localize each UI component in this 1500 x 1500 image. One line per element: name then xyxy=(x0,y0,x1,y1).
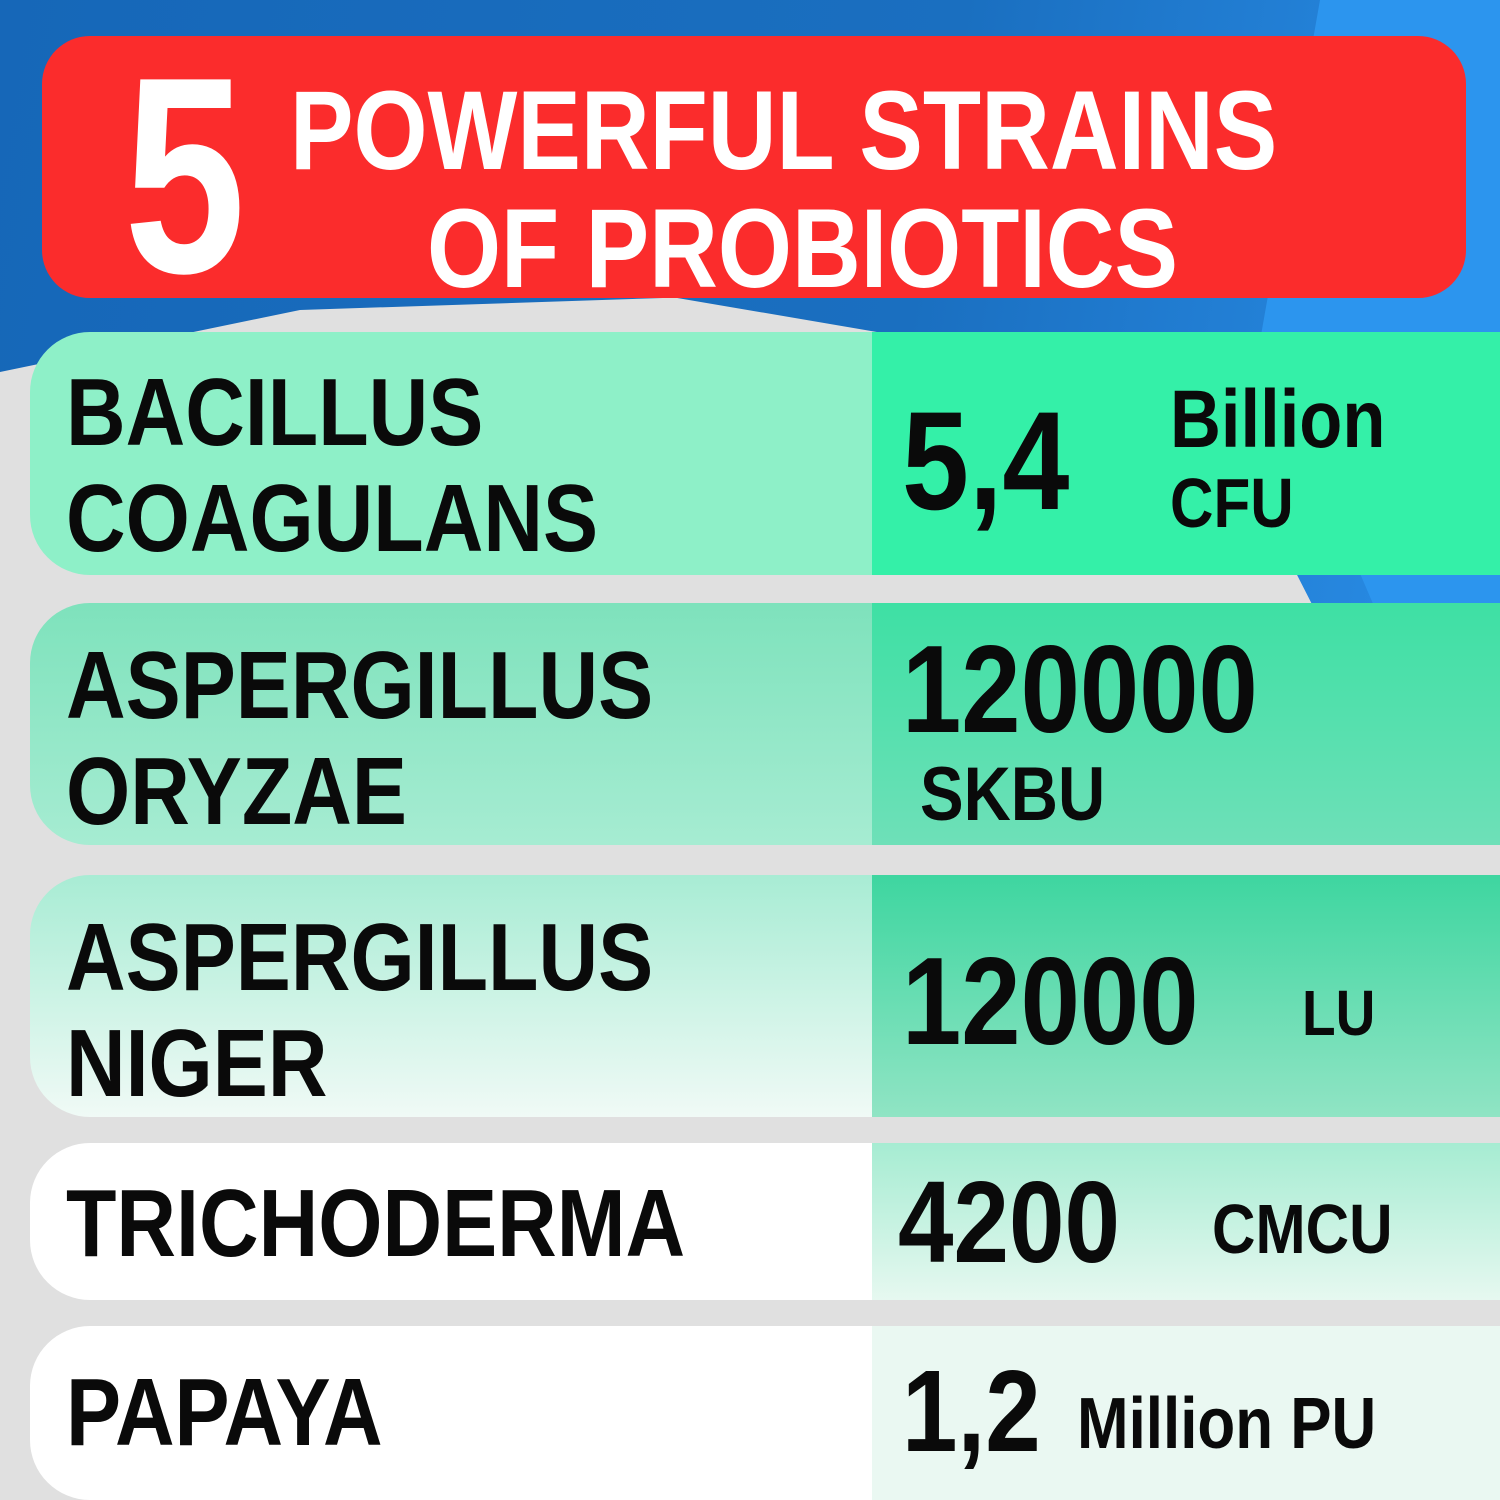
strain-amount: 1,2 xyxy=(902,1346,1041,1476)
strain-row-aspergillus-niger: ASPERGILLUS NIGER 12000 LU xyxy=(30,875,1500,1117)
strain-row-trichoderma: TRICHODERMA 4200 CMCU xyxy=(30,1143,1500,1300)
strain-row-aspergillus-oryzae: ASPERGILLUS ORYZAE 120000 SKBU xyxy=(30,603,1500,845)
strain-name: ASPERGILLUS NIGER xyxy=(66,904,654,1117)
strain-name: TRICHODERMA xyxy=(66,1170,686,1277)
title-banner: 5 POWERFUL STRAINS OF PROBIOTICS xyxy=(42,20,1466,332)
strain-amount: 12000 xyxy=(902,933,1199,1071)
strain-name: ASPERGILLUS ORYZAE xyxy=(66,632,654,845)
strain-row-papaya: PAPAYA 1,2 Million PU xyxy=(30,1326,1500,1500)
strain-amount: 120000 xyxy=(902,621,1258,759)
strain-row-bacillus-coagulans: BACILLUS COAGULANS 5,4 Billion CFU xyxy=(30,332,1500,575)
strain-amount: 4200 xyxy=(898,1157,1120,1287)
strain-unit: CMCU xyxy=(1212,1190,1393,1268)
strain-unit: LU xyxy=(1302,977,1376,1049)
title-line-2: OF PROBIOTICS xyxy=(427,186,1179,311)
strain-name: BACILLUS COAGULANS xyxy=(66,359,599,572)
strain-unit: SKBU xyxy=(920,752,1106,837)
strain-unit: Billion CFU xyxy=(1170,374,1386,543)
title-line-1: POWERFUL STRAINS xyxy=(290,68,1278,193)
strain-unit: Million PU xyxy=(1077,1384,1377,1464)
strain-amount: 5,4 xyxy=(902,382,1070,539)
strain-name: PAPAYA xyxy=(66,1359,383,1466)
title-number: 5 xyxy=(124,20,246,332)
